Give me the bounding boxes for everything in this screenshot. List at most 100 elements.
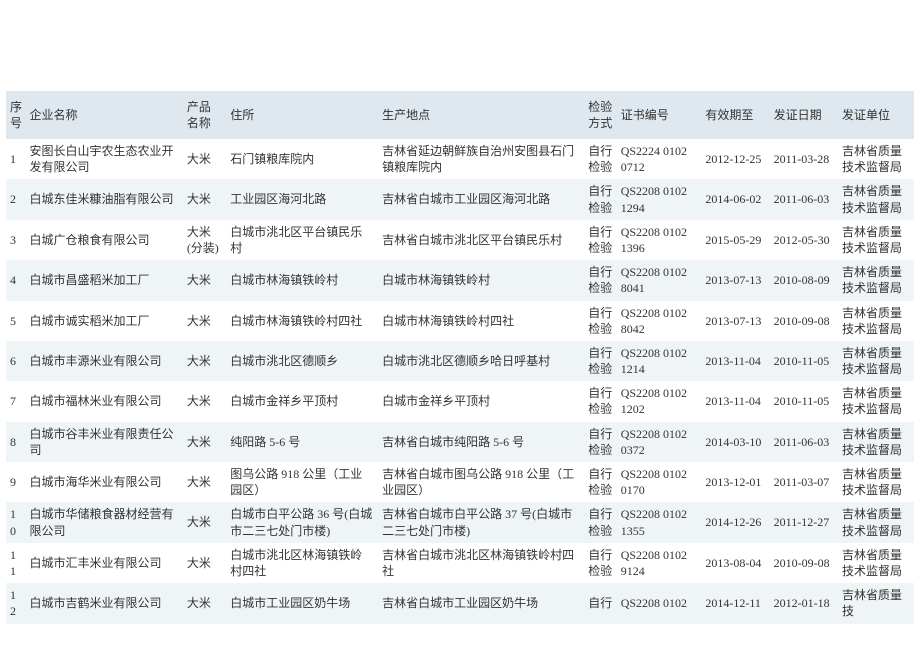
cell-seq: 1 <box>6 139 26 179</box>
cell-prod: 大米 <box>183 341 226 381</box>
cell-site: 吉林省白城市工业园区奶牛场 <box>378 583 584 623</box>
table-row: 4白城市昌盛稻米加工厂大米白城市林海镇铁岭村白城市林海镇铁岭村自行检验QS220… <box>6 260 914 300</box>
cell-insp: 自行检验 <box>584 422 617 462</box>
cell-insp: 自行 <box>584 583 617 623</box>
col-header-cert: 证书编号 <box>617 91 702 139</box>
cell-cert: QS2208 0102 1355 <box>617 502 702 542</box>
cell-addr: 白城市洮北区平台镇民乐村 <box>226 220 378 260</box>
cell-valid: 2013-11-04 <box>701 381 769 421</box>
cell-insp: 自行检验 <box>584 381 617 421</box>
cell-addr: 图乌公路 918 公里（工业园区） <box>226 462 378 502</box>
cell-site: 吉林省白城市纯阳路 5-6 号 <box>378 422 584 462</box>
cell-org: 吉林省质量技术监督局 <box>838 422 914 462</box>
table-row: 11白城市汇丰米业有限公司大米白城市洮北区林海镇铁岭村四社吉林省白城市洮北区林海… <box>6 543 914 583</box>
cell-ent: 白城市汇丰米业有限公司 <box>26 543 183 583</box>
col-header-valid: 有效期至 <box>701 91 769 139</box>
page-wrap: 序号 企业名称 产品名称 住所 生产地点 检验方式 证书编号 有效期至 发证日期… <box>0 0 920 630</box>
cell-org: 吉林省质量技术监督局 <box>838 502 914 542</box>
cell-cert: QS2208 0102 8041 <box>617 260 702 300</box>
cell-org: 吉林省质量技术监督局 <box>838 260 914 300</box>
cell-seq: 5 <box>6 301 26 341</box>
cell-ent: 白城东佳米糠油脂有限公司 <box>26 179 183 219</box>
cell-seq: 7 <box>6 381 26 421</box>
cell-issue: 2010-11-05 <box>770 341 838 381</box>
cell-issue: 2010-09-08 <box>770 543 838 583</box>
cell-site: 白城市林海镇铁岭村四社 <box>378 301 584 341</box>
cell-ent: 白城市谷丰米业有限责任公司 <box>26 422 183 462</box>
cell-addr: 石门镇粮库院内 <box>226 139 378 179</box>
cell-issue: 2011-03-07 <box>770 462 838 502</box>
cell-issue: 2011-03-28 <box>770 139 838 179</box>
cell-seq: 3 <box>6 220 26 260</box>
cell-addr: 工业园区海河北路 <box>226 179 378 219</box>
cell-valid: 2015-05-29 <box>701 220 769 260</box>
cell-addr: 白城市林海镇铁岭村 <box>226 260 378 300</box>
cell-cert: QS2208 0102 0170 <box>617 462 702 502</box>
cell-valid: 2013-07-13 <box>701 301 769 341</box>
table-row: 7白城市福林米业有限公司大米白城市金祥乡平顶村白城市金祥乡平顶村自行检验QS22… <box>6 381 914 421</box>
cell-ent: 白城市丰源米业有限公司 <box>26 341 183 381</box>
cell-cert: QS2208 0102 1294 <box>617 179 702 219</box>
cell-ent: 白城市华储粮食器材经营有限公司 <box>26 502 183 542</box>
col-header-insp: 检验方式 <box>584 91 617 139</box>
cell-cert: QS2208 0102 0372 <box>617 422 702 462</box>
table-header: 序号 企业名称 产品名称 住所 生产地点 检验方式 证书编号 有效期至 发证日期… <box>6 91 914 139</box>
cell-seq: 4 <box>6 260 26 300</box>
cell-prod: 大米 <box>183 502 226 542</box>
cell-issue: 2010-09-08 <box>770 301 838 341</box>
cell-site: 吉林省白城市洮北区平台镇民乐村 <box>378 220 584 260</box>
cell-issue: 2011-06-03 <box>770 179 838 219</box>
cell-valid: 2013-11-04 <box>701 341 769 381</box>
col-header-addr: 住所 <box>226 91 378 139</box>
col-header-seq: 序号 <box>6 91 26 139</box>
cell-valid: 2012-12-25 <box>701 139 769 179</box>
cell-valid: 2014-06-02 <box>701 179 769 219</box>
cell-site: 吉林省白城市图乌公路 918 公里（工业园区） <box>378 462 584 502</box>
cell-cert: QS2208 0102 8042 <box>617 301 702 341</box>
cell-addr: 白城市林海镇铁岭村四社 <box>226 301 378 341</box>
cell-prod: 大米 <box>183 139 226 179</box>
cell-cert: QS2208 0102 <box>617 583 702 623</box>
col-header-ent: 企业名称 <box>26 91 183 139</box>
cell-issue: 2010-08-09 <box>770 260 838 300</box>
cell-valid: 2014-03-10 <box>701 422 769 462</box>
col-header-org: 发证单位 <box>838 91 914 139</box>
cell-insp: 自行检验 <box>584 179 617 219</box>
cell-org: 吉林省质量技术监督局 <box>838 381 914 421</box>
cell-ent: 白城市福林米业有限公司 <box>26 381 183 421</box>
cell-issue: 2012-05-30 <box>770 220 838 260</box>
cell-ent: 白城市海华米业有限公司 <box>26 462 183 502</box>
cell-seq: 12 <box>6 583 26 623</box>
cell-site: 吉林省延边朝鲜族自治州安图县石门镇粮库院内 <box>378 139 584 179</box>
cell-prod: 大米 <box>183 381 226 421</box>
cell-valid: 2014-12-11 <box>701 583 769 623</box>
cell-org: 吉林省质量技术监督局 <box>838 462 914 502</box>
table-body: 1安图长白山宇农生态农业开发有限公司大米石门镇粮库院内吉林省延边朝鲜族自治州安图… <box>6 139 914 624</box>
cell-issue: 2010-11-05 <box>770 381 838 421</box>
cell-org: 吉林省质量技 <box>838 583 914 623</box>
cell-seq: 10 <box>6 502 26 542</box>
cell-seq: 9 <box>6 462 26 502</box>
cell-org: 吉林省质量技术监督局 <box>838 543 914 583</box>
col-header-site: 生产地点 <box>378 91 584 139</box>
cell-ent: 白城市昌盛稻米加工厂 <box>26 260 183 300</box>
cell-prod: 大米 <box>183 179 226 219</box>
cell-insp: 自行检验 <box>584 462 617 502</box>
cell-valid: 2013-08-04 <box>701 543 769 583</box>
cell-insp: 自行检验 <box>584 341 617 381</box>
cell-org: 吉林省质量技术监督局 <box>838 341 914 381</box>
cell-prod: 大米 <box>183 583 226 623</box>
cell-org: 吉林省质量技术监督局 <box>838 139 914 179</box>
cell-site: 吉林省白城市洮北区林海镇铁岭村四社 <box>378 543 584 583</box>
table-row: 2白城东佳米糠油脂有限公司大米工业园区海河北路吉林省白城市工业园区海河北路自行检… <box>6 179 914 219</box>
cell-insp: 自行检验 <box>584 220 617 260</box>
cell-org: 吉林省质量技术监督局 <box>838 220 914 260</box>
cell-prod: 大米 <box>183 462 226 502</box>
cell-insp: 自行检验 <box>584 260 617 300</box>
cell-cert: QS2208 0102 1396 <box>617 220 702 260</box>
cell-prod: 大米 <box>183 301 226 341</box>
cell-prod: 大米 <box>183 260 226 300</box>
table-row: 1安图长白山宇农生态农业开发有限公司大米石门镇粮库院内吉林省延边朝鲜族自治州安图… <box>6 139 914 179</box>
col-header-issue: 发证日期 <box>770 91 838 139</box>
cell-insp: 自行检验 <box>584 139 617 179</box>
